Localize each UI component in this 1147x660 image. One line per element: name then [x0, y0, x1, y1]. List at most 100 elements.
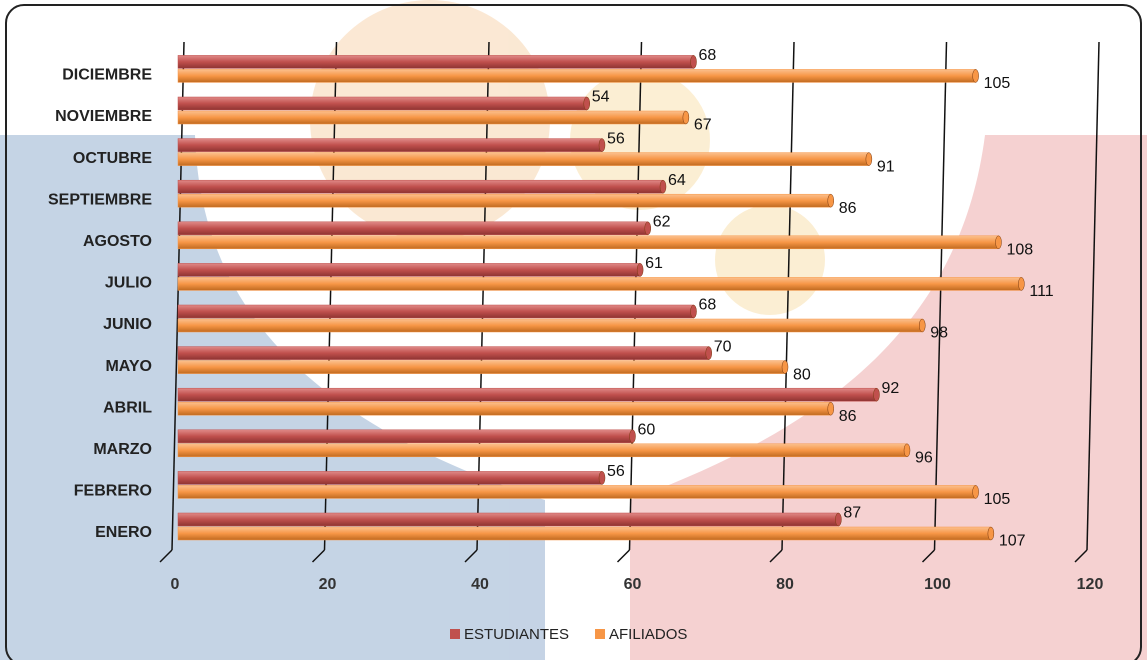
bar-cap — [903, 443, 911, 458]
grid-line — [1086, 41, 1100, 551]
category-label: OCTUBRE — [73, 150, 152, 167]
category-label: AGOSTO — [83, 233, 152, 250]
bar — [177, 235, 999, 250]
grid-line — [933, 41, 948, 551]
tick-mark — [921, 549, 936, 563]
tick-mark — [1074, 549, 1088, 563]
value-label: 60 — [638, 422, 656, 439]
x-tick-label: 0 — [171, 576, 180, 593]
value-label: 91 — [877, 158, 895, 175]
bar — [177, 55, 694, 69]
bar-cap — [1018, 277, 1025, 291]
bar-cap — [827, 401, 834, 416]
tick-mark — [159, 549, 173, 563]
category-label: MAYO — [105, 358, 152, 375]
bar — [177, 96, 587, 111]
grid-line — [323, 41, 338, 551]
bar-cap — [987, 526, 995, 541]
value-label: 56 — [607, 130, 625, 147]
tick-mark — [616, 549, 631, 563]
value-label: 68 — [699, 297, 717, 314]
value-label: 54 — [592, 89, 610, 106]
category-label: ENERO — [95, 524, 152, 541]
grid-line — [171, 41, 185, 551]
bar-cap — [873, 387, 880, 402]
bar — [177, 443, 908, 458]
bar — [177, 318, 923, 333]
value-label: 56 — [607, 463, 625, 480]
bar — [177, 387, 877, 402]
bar-cap — [690, 55, 697, 69]
bar — [177, 346, 709, 360]
bar — [177, 429, 633, 444]
x-tick-label: 20 — [319, 576, 337, 593]
value-label: 67 — [694, 117, 712, 134]
x-tick-label: 60 — [624, 576, 642, 593]
legend-swatch — [595, 629, 606, 639]
bar-cap — [705, 346, 712, 360]
bar-cap — [659, 179, 667, 194]
value-label: 70 — [714, 338, 732, 355]
bar-cap — [995, 235, 1002, 250]
category-label: JUNIO — [103, 316, 152, 333]
bar — [177, 263, 641, 277]
value-label: 87 — [843, 505, 861, 522]
value-label: 80 — [793, 366, 811, 383]
x-tick-label: 80 — [776, 576, 794, 593]
bar — [177, 304, 694, 319]
tick-mark — [769, 549, 783, 563]
tick-mark — [464, 549, 478, 563]
value-label: 107 — [999, 533, 1026, 550]
bar-cap — [827, 193, 834, 208]
value-label: 68 — [699, 47, 717, 64]
bar-cap — [690, 304, 697, 319]
value-label: 92 — [882, 380, 900, 397]
grid-line — [476, 41, 490, 551]
bar-cap — [865, 152, 873, 166]
bar-cap — [598, 471, 606, 485]
bar-cap — [682, 110, 690, 125]
bar-cap — [583, 96, 590, 111]
grid-line — [628, 41, 643, 551]
x-tick-label: 100 — [924, 576, 951, 593]
bar — [177, 401, 831, 416]
value-label: 86 — [839, 200, 857, 217]
bar — [177, 69, 976, 83]
value-label: 105 — [984, 491, 1011, 508]
bar-cap — [644, 221, 651, 236]
category-label: JULIO — [105, 275, 152, 292]
x-tick-label: 40 — [471, 576, 489, 593]
x-tick-label: 120 — [1077, 576, 1104, 593]
bar — [177, 277, 1022, 291]
category-label: FEBRERO — [74, 483, 152, 500]
bar-cap — [598, 138, 606, 152]
bar — [177, 512, 839, 527]
legend-label: AFILIADOS — [609, 626, 687, 643]
value-label: 111 — [1029, 283, 1053, 300]
bar-cap — [919, 318, 926, 333]
category-label: ABRIL — [103, 399, 152, 416]
value-label: 98 — [930, 325, 948, 342]
bar — [177, 471, 603, 485]
bar — [177, 138, 603, 152]
bar-cap — [972, 485, 979, 499]
bar — [177, 221, 648, 236]
value-label: 61 — [645, 255, 663, 272]
bar-cap — [781, 360, 789, 374]
frame — [5, 4, 1142, 660]
bar — [177, 360, 786, 374]
legend-label: ESTUDIANTES — [464, 626, 569, 643]
bar — [177, 193, 831, 208]
category-label: DICIEMBRE — [62, 67, 152, 84]
legend-swatch — [450, 629, 460, 639]
bar-cap — [636, 263, 644, 277]
bar — [177, 179, 664, 194]
value-label: 96 — [915, 450, 933, 467]
value-label: 105 — [984, 75, 1011, 92]
bar — [177, 110, 687, 125]
bar-cap — [835, 512, 842, 527]
tick-mark — [311, 549, 326, 563]
value-label: 64 — [668, 172, 686, 189]
bar — [177, 526, 992, 541]
